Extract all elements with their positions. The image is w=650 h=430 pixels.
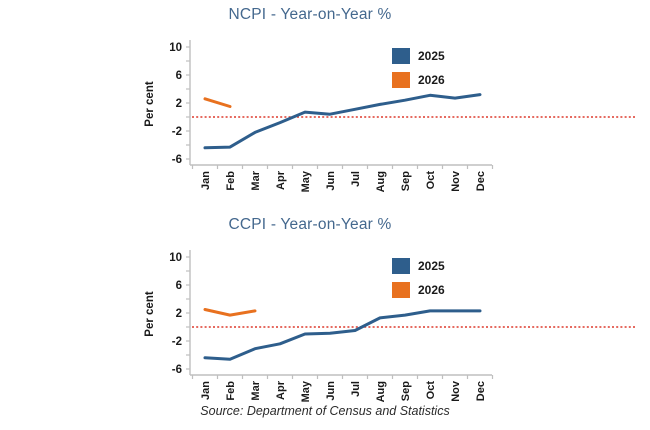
month-label: Apr xyxy=(275,170,287,190)
legend-label-2025: 2025 xyxy=(418,49,445,63)
y-tick-label: -2 xyxy=(172,126,182,138)
month-label: Nov xyxy=(450,380,462,402)
legend-label-2025: 2025 xyxy=(418,259,445,273)
month-label: Jul xyxy=(350,171,362,187)
month-label: Dec xyxy=(475,171,487,191)
legend-item-2025: 2025 xyxy=(392,258,445,274)
month-label: Feb xyxy=(225,381,237,401)
y-tick-label: 10 xyxy=(169,42,182,54)
legend-item-2025: 2025 xyxy=(392,48,445,64)
month-label: Mar xyxy=(250,380,262,400)
ccpi-y-axis-label: Per cent xyxy=(144,291,156,337)
month-label: May xyxy=(300,380,312,402)
legend-item-2026: 2026 xyxy=(392,72,445,88)
y-tick-label: -2 xyxy=(172,336,182,348)
legend-swatch-2026 xyxy=(392,72,410,88)
month-label: Feb xyxy=(225,171,237,191)
legend-item-2026: 2026 xyxy=(392,282,445,298)
month-label: Oct xyxy=(425,381,437,400)
y-tick-label: 10 xyxy=(169,252,182,264)
ncpi-plot-area: 10 6 2 -2 -6 Jan Feb Mar Apr May Jun Jul Aug Sep Oct No… xyxy=(169,40,637,192)
month-label: Mar xyxy=(250,170,262,190)
ccpi-legend: 2025 2026 xyxy=(392,258,445,298)
legend-swatch-2025 xyxy=(392,258,410,274)
series-line-2025 xyxy=(203,309,482,361)
month-label: Aug xyxy=(375,171,387,192)
y-tick-label: -6 xyxy=(172,154,182,166)
y-tick-label: 6 xyxy=(176,280,182,292)
legend-label-2026: 2026 xyxy=(418,283,445,297)
month-label: Nov xyxy=(450,170,462,192)
series-line-2025 xyxy=(203,93,482,150)
month-label: Jun xyxy=(325,381,337,401)
series-line-2026 xyxy=(203,308,257,317)
ccpi-chart: 10 6 2 -2 -6 Jan Feb Mar Apr May Jun Jul Aug Sep Oct No… xyxy=(0,212,650,418)
month-label: Apr xyxy=(275,380,287,400)
ccpi-plot-area: 10 6 2 -2 -6 Jan Feb Mar Apr May Jun Jul Aug Sep Oct No… xyxy=(169,250,637,402)
ncpi-legend: 2025 2026 xyxy=(392,48,445,88)
month-label: Sep xyxy=(400,171,412,191)
month-label: Dec xyxy=(475,381,487,401)
month-label: Jan xyxy=(200,381,212,400)
month-label: Jan xyxy=(200,171,212,190)
month-label: Jul xyxy=(350,381,362,397)
ncpi-chart-title: NCPI - Year-on-Year % xyxy=(228,6,392,23)
month-label: May xyxy=(300,170,312,192)
ncpi-y-axis-label: Per cent xyxy=(144,81,156,127)
month-label: Jun xyxy=(325,171,337,191)
ccpi-chart-title: CCPI - Year-on-Year % xyxy=(228,216,392,233)
y-tick-label: 2 xyxy=(176,98,182,110)
month-label: Aug xyxy=(375,381,387,402)
ncpi-chart: 10 6 2 -2 -6 Jan Feb Mar Apr May Jun Jul Aug Sep Oct No… xyxy=(0,2,650,208)
month-label: Oct xyxy=(425,171,437,190)
legend-label-2026: 2026 xyxy=(418,73,445,87)
y-tick-label: -6 xyxy=(172,364,182,376)
series-line-2026 xyxy=(203,97,232,108)
y-tick-label: 6 xyxy=(176,70,182,82)
y-tick-label: 2 xyxy=(176,308,182,320)
source-note: Source: Department of Census and Statist… xyxy=(200,404,450,418)
legend-swatch-2026 xyxy=(392,282,410,298)
month-label: Sep xyxy=(400,381,412,401)
legend-swatch-2025 xyxy=(392,48,410,64)
